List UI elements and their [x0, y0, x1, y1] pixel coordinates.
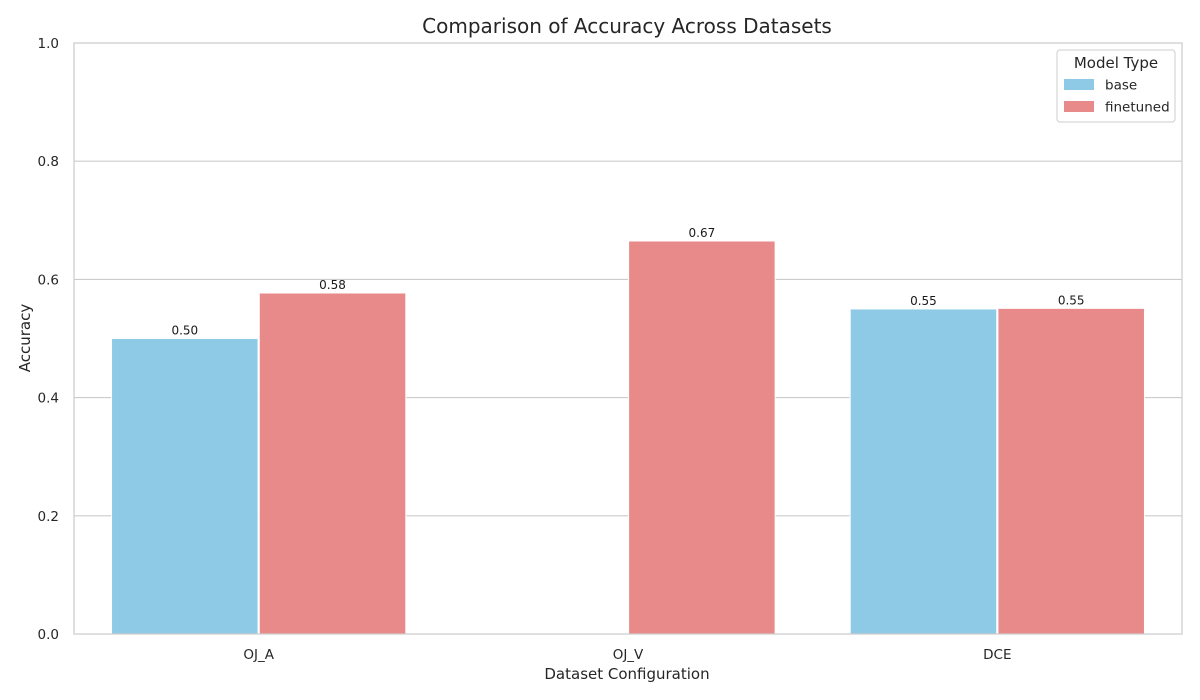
- tick-labels: 0.0 0.2 0.4 0.6 0.8 1.0 OJ_A OJ_V DCE: [38, 36, 1012, 663]
- legend-title: Model Type: [1074, 54, 1158, 72]
- bar-base-OJ_A: [111, 338, 259, 635]
- bar-finetuned-OJ_V: [628, 240, 776, 635]
- plot-frame: [73, 42, 1183, 635]
- y-tick-label: 0.0: [38, 627, 59, 643]
- y-axis-label: Accuracy: [16, 304, 34, 373]
- y-tick-label: 0.2: [38, 509, 59, 525]
- y-tick-label: 0.8: [38, 154, 59, 170]
- x-tick-label: OJ_V: [613, 647, 644, 663]
- data-label: 0.67: [689, 226, 716, 240]
- y-tick-label: 0.6: [38, 272, 59, 288]
- data-label: 0.55: [910, 294, 937, 308]
- x-tick-label: OJ_A: [243, 647, 274, 663]
- chart-title: Comparison of Accuracy Across Datasets: [422, 14, 832, 38]
- bar-finetuned-DCE: [997, 307, 1145, 635]
- x-tick-label: DCE: [983, 647, 1011, 663]
- legend-swatch-base: [1064, 79, 1094, 90]
- bars: [111, 240, 1145, 635]
- legend-item-base: base: [1105, 78, 1137, 94]
- data-label: 0.55: [1058, 293, 1085, 307]
- legend-swatch-finetuned: [1064, 101, 1094, 112]
- data-label: 0.50: [171, 324, 198, 338]
- y-tick-label: 0.4: [38, 391, 59, 407]
- data-labels: 0.50 0.55 0.58 0.67 0.55: [171, 226, 1084, 338]
- data-label: 0.58: [319, 278, 346, 292]
- legend-item-finetuned: finetuned: [1105, 100, 1170, 116]
- y-tick-label: 1.0: [38, 36, 59, 52]
- bar-base-DCE: [849, 308, 998, 635]
- x-axis-label: Dataset Configuration: [544, 665, 709, 683]
- legend: Model Type base finetuned: [1056, 49, 1176, 123]
- bar-finetuned-OJ_A: [258, 292, 407, 635]
